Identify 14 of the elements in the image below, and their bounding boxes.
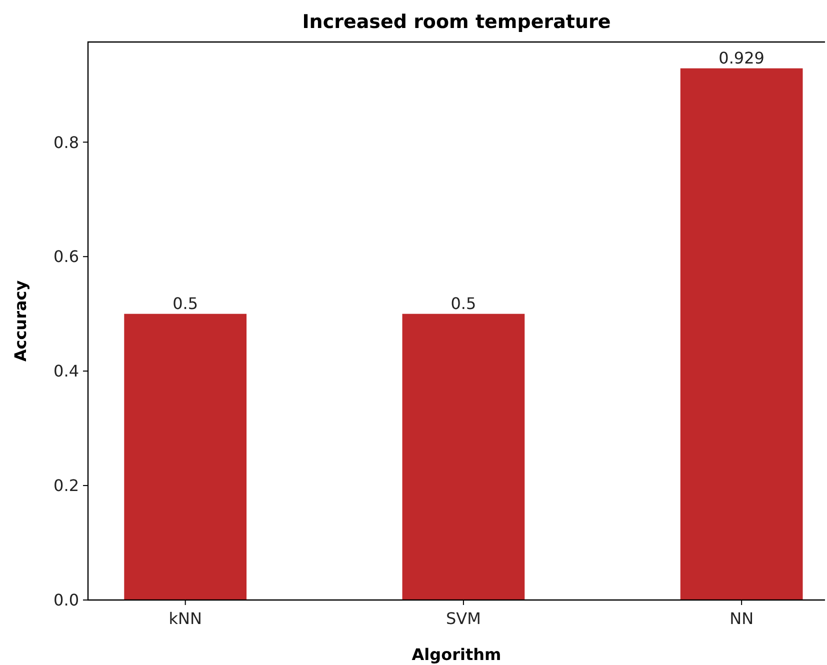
y-axis-title: Accuracy bbox=[11, 280, 30, 362]
x-tick-label: NN bbox=[730, 609, 754, 628]
data-label: 0.5 bbox=[450, 294, 476, 313]
x-tick-label: kNN bbox=[168, 609, 202, 628]
chart-title: Increased room temperature bbox=[302, 11, 611, 33]
y-tick-label: 0.6 bbox=[54, 247, 79, 266]
y-tick-label: 0.0 bbox=[54, 590, 79, 610]
y-tick-label: 0.8 bbox=[54, 132, 79, 152]
x-axis-title: Algorithm bbox=[412, 645, 502, 664]
y-tick-label: 0.2 bbox=[54, 476, 79, 496]
x-tick-label: SVM bbox=[446, 609, 481, 628]
y-tick-label: 0.4 bbox=[54, 362, 79, 381]
data-label: 0.929 bbox=[718, 48, 764, 68]
data-label: 0.5 bbox=[172, 294, 198, 313]
